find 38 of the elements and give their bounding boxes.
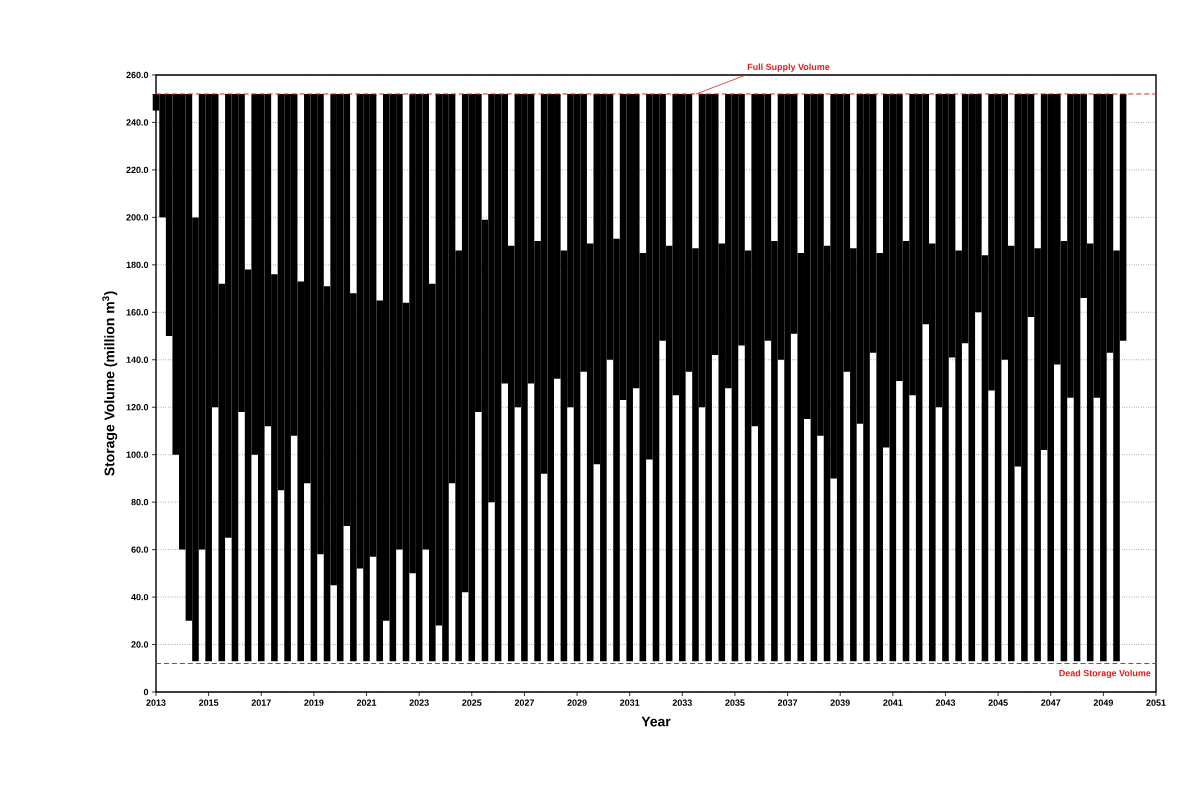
x-tick-label: 2049 <box>1093 699 1113 706</box>
x-tick-label: 2037 <box>777 699 798 706</box>
x-tick-label: 2041 <box>883 699 903 706</box>
x-tick-label: 2031 <box>620 699 640 706</box>
x-tick-label: 2047 <box>1041 699 1061 706</box>
y-tick-label: 80.0 <box>131 498 149 506</box>
x-tick-label: 2013 <box>146 699 166 706</box>
y-tick-label: 120.0 <box>126 404 149 411</box>
y-tick-label: 260.0 <box>126 71 149 79</box>
y-tick-label: 140.0 <box>126 356 149 363</box>
x-tick-label: 2015 <box>198 699 219 706</box>
x-tick-label: 2025 <box>462 699 482 706</box>
ref-line-label: Dead Storage Volume <box>1059 669 1151 679</box>
y-tick-label: 20.0 <box>131 641 149 648</box>
y-tick-label: 160.0 <box>126 309 149 316</box>
x-tick-label: 2035 <box>725 699 745 706</box>
y-tick-label: 240.0 <box>126 119 149 126</box>
x-tick-label: 2033 <box>672 699 692 706</box>
x-tick-label: 2039 <box>830 699 850 706</box>
x-tick-label: 2029 <box>567 699 587 706</box>
x-tick-label: 2027 <box>514 699 534 706</box>
x-tick-label: 2045 <box>988 699 1008 706</box>
y-axis-title: Storage Volume (million m$^{3}$) <box>102 291 118 476</box>
y-tick-label: 180.0 <box>126 261 149 269</box>
x-tick-label: 2051 <box>1146 699 1166 706</box>
y-tick-label: 220.0 <box>126 166 149 174</box>
x-tick-label: 2021 <box>356 699 377 706</box>
x-tick-label: 2017 <box>251 699 271 706</box>
y-tick-label: 200.0 <box>126 214 149 221</box>
x-axis-title: Year <box>641 716 671 727</box>
y-tick-label: 60.0 <box>131 546 149 553</box>
x-tick-label: 2043 <box>935 699 956 706</box>
y-tick-label: 0 <box>143 688 149 696</box>
y-tick-label: 100.0 <box>126 451 149 458</box>
x-tick-label: 2019 <box>304 699 324 706</box>
ref-line-label: Full Supply Volume <box>747 63 830 72</box>
x-tick-label: 2023 <box>409 699 429 706</box>
y-tick-label: 40.0 <box>131 593 149 601</box>
